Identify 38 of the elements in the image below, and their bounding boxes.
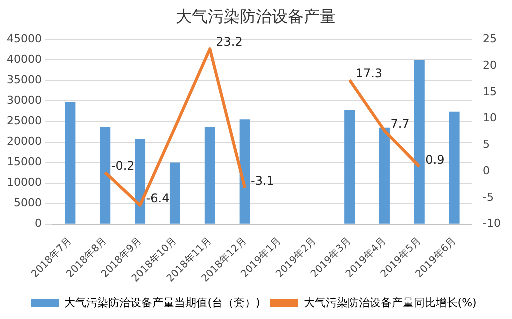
data-label: 17.3	[356, 66, 383, 80]
y2-tick-label: 10	[483, 112, 498, 125]
y-tick-label: 45000	[6, 32, 42, 46]
y-tick-label: 40000	[6, 52, 42, 66]
data-label: -0.2	[111, 158, 135, 173]
y2-tick-label: 20	[483, 58, 498, 72]
y2-tick-label: -10	[483, 217, 501, 230]
y-tick-label: 35000	[6, 74, 42, 87]
y-tick-label: 0	[34, 217, 42, 230]
y-tick-label: 15000	[6, 156, 42, 169]
chart-title: 大气污染防治设备产量	[175, 6, 337, 28]
bar	[379, 128, 390, 224]
bar	[170, 162, 180, 224]
bar	[100, 127, 111, 224]
y2-tick-label: 15	[483, 85, 498, 98]
data-label: -3.1	[251, 174, 274, 188]
y-tick-label: 25000	[6, 114, 42, 128]
data-label: 23.2	[216, 35, 243, 50]
bar	[135, 138, 146, 224]
legend-label: 大气污染防治设备产量同比增长(%)	[304, 296, 477, 310]
y-tick-label: 10000	[6, 176, 42, 190]
data-label: -6.4	[146, 192, 170, 206]
y-tick-label: 5000	[14, 196, 42, 210]
bar	[240, 120, 250, 224]
y2-tick-label: 5	[483, 138, 490, 152]
bar	[204, 127, 216, 224]
bar	[65, 102, 76, 224]
data-label: 7.7	[390, 117, 410, 132]
y-tick-label: 20000	[6, 135, 42, 148]
data-label: 0.9	[426, 152, 445, 167]
bar	[344, 110, 356, 224]
y2-tick-label: -5	[483, 190, 494, 204]
legend-label: 大气污染防治设备产量当期值(台（套）)	[64, 296, 260, 310]
y2-tick-label: 0	[483, 164, 490, 178]
bar	[449, 112, 460, 224]
y2-tick-label: 25	[483, 32, 498, 46]
bar	[414, 60, 425, 224]
y-tick-label: 30000	[6, 94, 42, 108]
